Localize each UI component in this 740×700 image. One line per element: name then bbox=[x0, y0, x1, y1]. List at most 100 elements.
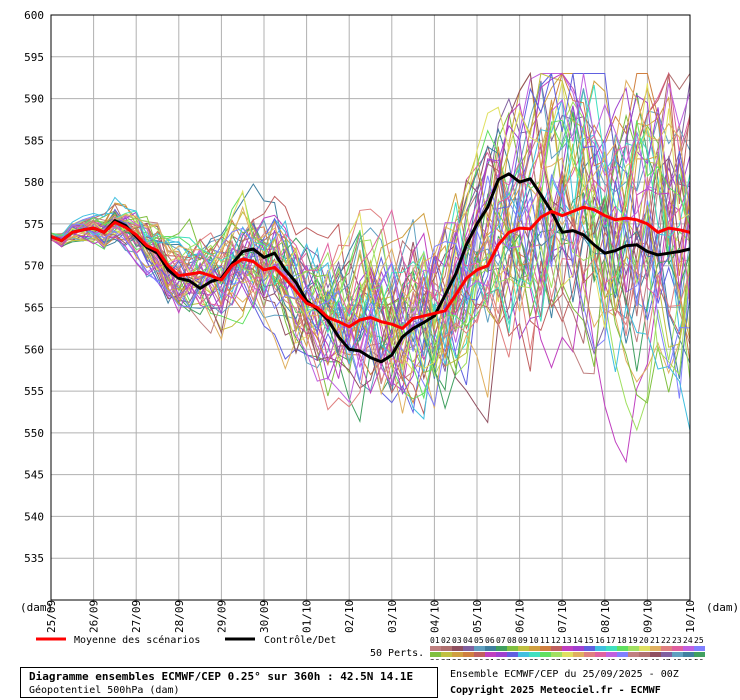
ensemble-member-line bbox=[50, 99, 691, 431]
pert-swatch bbox=[496, 652, 507, 657]
pert-number: 39 bbox=[573, 658, 583, 660]
legend-control-label: Contrôle/Det bbox=[264, 634, 336, 646]
pert-number: 33 bbox=[507, 658, 517, 660]
pert-swatch bbox=[606, 646, 617, 651]
pert-swatch bbox=[661, 646, 672, 651]
pert-swatch bbox=[595, 652, 606, 657]
y-tick-label: 540 bbox=[24, 510, 44, 523]
pert-swatch bbox=[672, 652, 683, 657]
pert-swatch bbox=[474, 652, 485, 657]
title-box: Diagramme ensembles ECMWF/CEP 0.25° sur … bbox=[20, 667, 438, 698]
pert-swatch bbox=[694, 646, 705, 651]
pert-number: 37 bbox=[551, 658, 561, 660]
pert-number: 15 bbox=[584, 636, 594, 645]
pert-number: 16 bbox=[595, 636, 605, 645]
pert-number: 05 bbox=[474, 636, 484, 645]
pert-number: 27 bbox=[441, 658, 451, 660]
legend-perts-label: 50 Perts. bbox=[370, 648, 424, 659]
pert-swatch bbox=[595, 646, 606, 651]
pert-number: 23 bbox=[672, 636, 682, 645]
pert-swatch bbox=[485, 652, 496, 657]
pert-number: 36 bbox=[540, 658, 550, 660]
pert-number: 26 bbox=[430, 658, 440, 660]
y-tick-label: 575 bbox=[24, 218, 44, 231]
ensemble-member-line bbox=[50, 143, 691, 326]
pert-number: 25 bbox=[694, 636, 704, 645]
x-tick-label: 07/10 bbox=[556, 600, 569, 633]
pert-number: 04 bbox=[463, 636, 473, 645]
pert-number: 34 bbox=[518, 658, 528, 660]
pert-number: 10 bbox=[529, 636, 539, 645]
x-tick-label: 30/09 bbox=[258, 600, 271, 633]
y-tick-label: 570 bbox=[24, 260, 44, 273]
y-tick-label: 560 bbox=[24, 343, 44, 356]
ensemble-member-line bbox=[50, 82, 691, 356]
y-tick-label: 600 bbox=[24, 9, 44, 22]
mean-series-line bbox=[50, 205, 691, 330]
x-tick-label: 25/09 bbox=[45, 600, 58, 633]
pert-number: 50 bbox=[694, 658, 704, 660]
y-tick-label: 545 bbox=[24, 469, 44, 482]
plot-frame bbox=[50, 14, 691, 601]
pert-swatch bbox=[562, 652, 573, 657]
x-tick-label: 01/10 bbox=[301, 600, 314, 633]
pert-number: 13 bbox=[562, 636, 572, 645]
run-info: Ensemble ECMWF/CEP du 25/09/2025 - 00Z bbox=[450, 669, 679, 680]
pert-number: 41 bbox=[595, 658, 605, 660]
pert-number: 31 bbox=[485, 658, 495, 660]
pert-number: 44 bbox=[628, 658, 638, 660]
legend: Moyenne des scénarios Contrôle/Det 50 Pe… bbox=[36, 634, 705, 660]
pert-number: 47 bbox=[661, 658, 671, 660]
x-tick-label: 26/09 bbox=[88, 600, 101, 633]
pert-swatch bbox=[452, 646, 463, 651]
pert-number: 29 bbox=[463, 658, 473, 660]
x-axis-ticks: 25/09 26/09 27/09 28/09 29/09 30/09 01/10 02/10… bbox=[45, 600, 697, 633]
pert-swatch bbox=[441, 652, 452, 657]
pert-swatch bbox=[507, 652, 518, 657]
y-tick-label: 595 bbox=[24, 51, 44, 64]
pert-swatch bbox=[628, 652, 639, 657]
ensemble-member-line bbox=[50, 124, 691, 385]
pert-number: 17 bbox=[606, 636, 616, 645]
y-tick-label: 585 bbox=[24, 134, 44, 147]
x-tick-label: 08/10 bbox=[599, 600, 612, 633]
x-tick-label: 04/10 bbox=[428, 600, 441, 633]
pert-number: 46 bbox=[650, 658, 660, 660]
ensemble-member-line bbox=[50, 72, 691, 395]
pert-swatch bbox=[584, 646, 595, 651]
ensemble-chart: 535 540 545 550 555 560 565 570 575 580 585 590 595 6… bbox=[20, 9, 739, 660]
pert-swatch bbox=[529, 646, 540, 651]
pert-swatch bbox=[639, 646, 650, 651]
y-tick-label: 550 bbox=[24, 427, 44, 440]
pert-swatch bbox=[430, 652, 441, 657]
pert-number: 22 bbox=[661, 636, 671, 645]
pert-swatch bbox=[485, 646, 496, 651]
pert-number: 01 bbox=[430, 636, 440, 645]
pert-swatch bbox=[650, 646, 661, 651]
pert-number: 24 bbox=[683, 636, 693, 645]
pert-swatch bbox=[683, 646, 694, 651]
pert-swatch bbox=[617, 646, 628, 651]
perturbation-swatches: 01 02 03 04 05 06 07 08 09 10 11 12 13 14 15 16 17 18 19 20… bbox=[430, 636, 705, 660]
pert-swatch bbox=[617, 652, 628, 657]
ensemble-member-line bbox=[50, 79, 691, 341]
pert-number: 43 bbox=[617, 658, 627, 660]
y-tick-label: 580 bbox=[24, 176, 44, 189]
pert-swatch bbox=[430, 646, 441, 651]
x-tick-label: 09/10 bbox=[641, 600, 654, 633]
chart-title: Diagramme ensembles ECMWF/CEP 0.25° sur … bbox=[29, 670, 414, 683]
pert-swatch bbox=[628, 646, 639, 651]
pert-number: 11 bbox=[540, 636, 550, 645]
pert-swatch bbox=[661, 652, 672, 657]
ensemble-member-line bbox=[50, 119, 691, 400]
pert-swatch bbox=[463, 652, 474, 657]
pert-number: 19 bbox=[628, 636, 638, 645]
copyright: Copyright 2025 Meteociel.fr - ECMWF bbox=[450, 685, 661, 696]
x-tick-label: 02/10 bbox=[343, 600, 356, 633]
pert-swatch bbox=[573, 646, 584, 651]
chart-subtitle: Géopotentiel 500hPa (dam) bbox=[29, 685, 180, 696]
pert-swatch bbox=[639, 652, 650, 657]
pert-swatch bbox=[441, 646, 452, 651]
pert-swatch bbox=[529, 652, 540, 657]
y-unit-label: (dam) bbox=[20, 601, 53, 614]
